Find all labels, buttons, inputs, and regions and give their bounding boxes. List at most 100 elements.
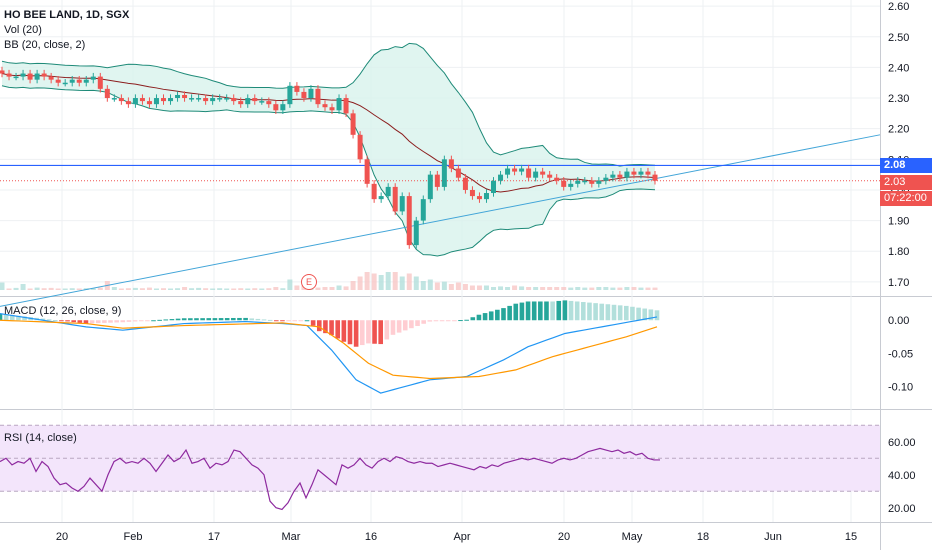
volume-bar — [20, 284, 26, 290]
volume-bar — [13, 287, 19, 290]
candle-body — [69, 79, 75, 83]
macd-histogram-bar — [599, 303, 605, 321]
volume-bar — [62, 288, 68, 290]
volume-bar — [210, 288, 216, 290]
volume-bar — [160, 288, 166, 290]
candle-body — [568, 183, 574, 187]
candle-body — [104, 88, 110, 99]
macd-histogram-bar — [562, 300, 568, 321]
bollinger-basis-line — [1, 73, 656, 193]
volume-bar — [259, 288, 265, 290]
macd-histogram-bar — [65, 320, 70, 322]
macd-histogram-bar — [513, 303, 519, 321]
candle-body — [638, 171, 644, 175]
macd-histogram-bar — [519, 302, 525, 321]
candle-body — [259, 101, 265, 103]
macd-histogram-bar — [617, 305, 623, 321]
candle-body — [280, 104, 286, 111]
volume-bar — [55, 288, 61, 290]
candle-body — [617, 174, 623, 178]
earnings-marker-icon[interactable]: E — [301, 274, 317, 290]
volume-bar — [441, 281, 447, 290]
candle-body — [0, 70, 5, 74]
volume-bar — [153, 288, 159, 290]
rsi-legend[interactable]: RSI (14, close) — [4, 432, 77, 444]
trendline — [0, 134, 881, 307]
macd-histogram-bar — [292, 320, 298, 322]
macd-histogram-bar — [544, 301, 549, 321]
macd-histogram-bar — [341, 320, 347, 342]
macd-histogram-bar — [261, 319, 267, 321]
candle-body — [434, 174, 440, 187]
symbol-title[interactable]: HO BEE LAND, 1D, SGX — [4, 9, 130, 21]
macd-histogram-bar — [46, 319, 52, 321]
volume-bar — [238, 288, 244, 290]
macd-histogram-bar — [636, 307, 641, 321]
volume-bar — [27, 288, 33, 290]
macd-legend[interactable]: MACD (12, 26, close, 9) — [4, 305, 122, 317]
candle-body — [34, 73, 40, 80]
candle-body — [413, 220, 419, 246]
volume-bar — [385, 272, 391, 290]
candle-body — [603, 177, 609, 181]
macd-histogram-bar — [630, 306, 635, 321]
candle-body — [210, 98, 216, 102]
bollinger-upper-line — [1, 42, 656, 167]
macd-histogram-bar — [501, 308, 506, 321]
candle-body — [610, 174, 616, 178]
candle-body — [132, 98, 138, 105]
volume-bar — [343, 286, 349, 290]
volume-bar — [0, 282, 5, 290]
candle-body — [217, 98, 223, 100]
macd-histogram-bar — [372, 320, 377, 344]
volume-bar — [90, 288, 96, 290]
last-price-tag: 2.03 — [880, 175, 932, 190]
macd-histogram-bar — [476, 314, 482, 321]
candle-body — [6, 73, 12, 77]
bollinger-legend[interactable]: BB (20, close, 2) — [4, 39, 86, 51]
volume-bar — [69, 288, 75, 290]
volume-bar — [280, 288, 286, 290]
volume-legend[interactable]: Vol (20) — [4, 24, 42, 36]
candle-body — [631, 171, 637, 175]
price-axis-label: 1.70 — [888, 277, 909, 289]
rsi-axis-label: 40.00 — [888, 470, 916, 482]
volume-bar — [48, 287, 54, 290]
bar-countdown-tag: 07:22:00 — [880, 191, 932, 206]
macd-histogram-bar — [433, 320, 439, 322]
macd-histogram-bar — [495, 309, 500, 321]
volume-bar — [175, 288, 181, 290]
volume-bar — [294, 285, 300, 290]
macd-histogram-bar — [347, 320, 353, 345]
candle-body — [308, 88, 314, 99]
volume-bar — [329, 287, 335, 290]
candle-body — [406, 196, 412, 246]
macd-histogram-bar — [71, 320, 76, 323]
volume-bar — [217, 288, 223, 290]
time-axis-label: Jun — [764, 531, 782, 543]
volume-bar — [448, 284, 454, 290]
volume-bar — [589, 287, 595, 290]
volume-bar — [378, 275, 384, 290]
volume-bar — [561, 287, 567, 290]
volume-bar — [603, 287, 609, 290]
volume-bar — [252, 288, 258, 290]
volume-bar — [462, 284, 468, 290]
candle-body — [90, 76, 96, 80]
volume-bar — [533, 287, 539, 290]
macd-histogram-bar — [200, 318, 205, 321]
macd-histogram-bar — [126, 320, 132, 322]
rsi-band-fill — [0, 425, 880, 492]
macd-histogram-bar — [9, 315, 15, 321]
macd-histogram-bar — [298, 320, 304, 322]
volume-bar — [498, 286, 504, 290]
macd-histogram-bar — [538, 301, 543, 321]
volume-bar — [610, 287, 616, 290]
candle-body — [364, 159, 370, 184]
volume-bar — [505, 287, 511, 290]
macd-axis-label: -0.05 — [888, 348, 913, 360]
macd-histogram-bar — [151, 320, 156, 322]
candle-body — [547, 174, 553, 178]
candle-body — [561, 180, 567, 187]
